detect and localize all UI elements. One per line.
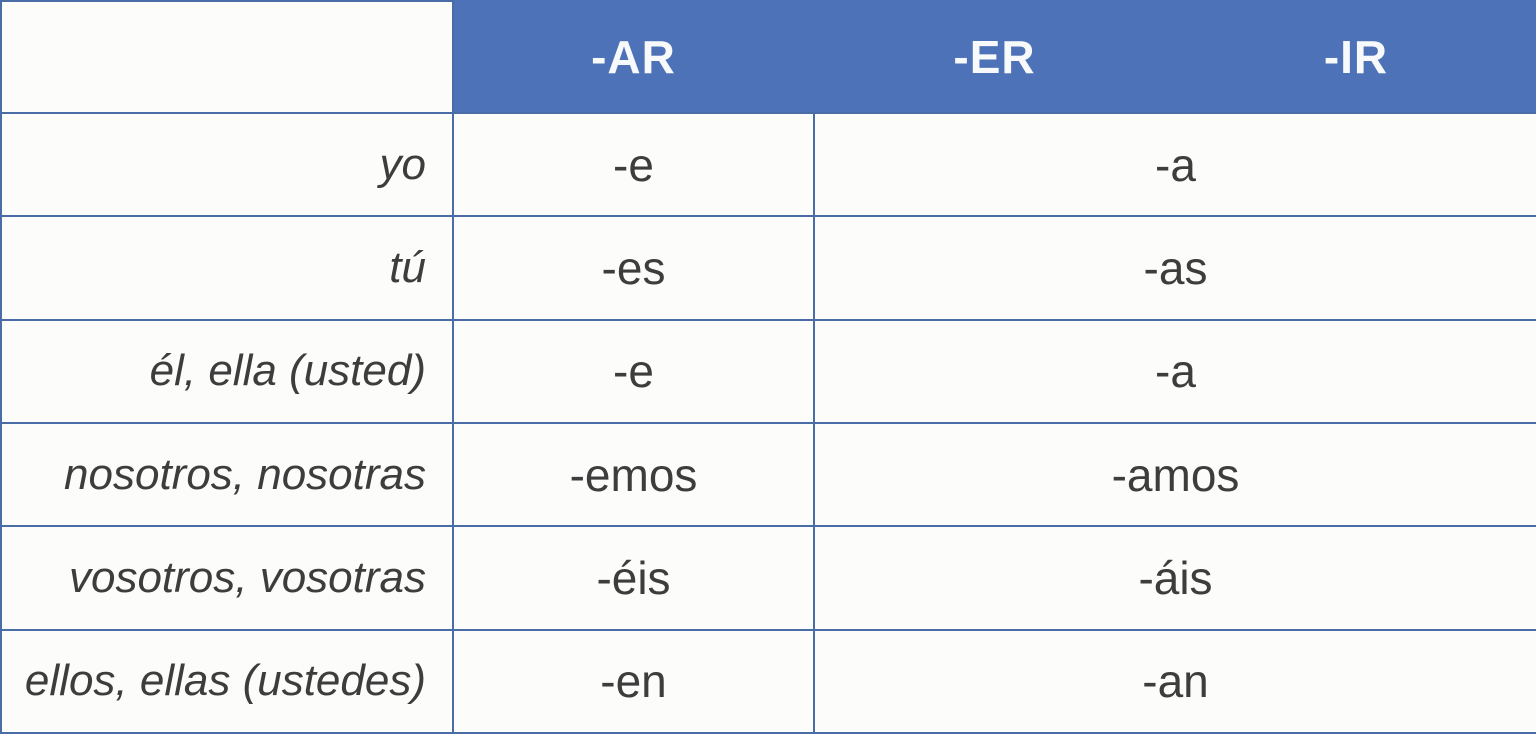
table-row: ellos, ellas (ustedes) -en -an (0, 628, 1536, 734)
header-er: -ER (813, 0, 1176, 114)
er-ir-ending-cell: -a (813, 111, 1536, 218)
ar-ending-cell: -éis (452, 525, 815, 631)
er-ir-ending-cell: -a (813, 318, 1536, 424)
pronoun-label: vosotros, vosotras (0, 525, 454, 631)
er-ir-ending-cell: -an (813, 628, 1536, 734)
pronoun-label: él, ella (usted) (0, 318, 454, 424)
pronoun-label: ellos, ellas (ustedes) (0, 628, 454, 734)
header-ar: -AR (452, 0, 815, 114)
table-row: vosotros, vosotras -éis -áis (0, 525, 1536, 631)
ar-ending-cell: -e (452, 111, 815, 218)
pronoun-label: nosotros, nosotras (0, 421, 454, 528)
ar-ending-cell: -en (452, 628, 815, 734)
header-ir: -IR (1174, 0, 1536, 114)
table-row: yo -e -a (0, 111, 1536, 218)
ar-ending-cell: -es (452, 215, 815, 321)
er-ir-ending-cell: -áis (813, 525, 1536, 631)
table-row: nosotros, nosotras -emos -amos (0, 421, 1536, 528)
corner-cell (0, 0, 454, 114)
ar-ending-cell: -e (452, 318, 815, 424)
er-ir-ending-cell: -amos (813, 421, 1536, 528)
er-ir-ending-cell: -as (813, 215, 1536, 321)
pronoun-label: tú (0, 215, 454, 321)
table-row: él, ella (usted) -e -a (0, 318, 1536, 424)
pronoun-label: yo (0, 111, 454, 218)
table-row: tú -es -as (0, 215, 1536, 321)
ar-ending-cell: -emos (452, 421, 815, 528)
header-row: -AR -ER -IR (0, 0, 1536, 114)
